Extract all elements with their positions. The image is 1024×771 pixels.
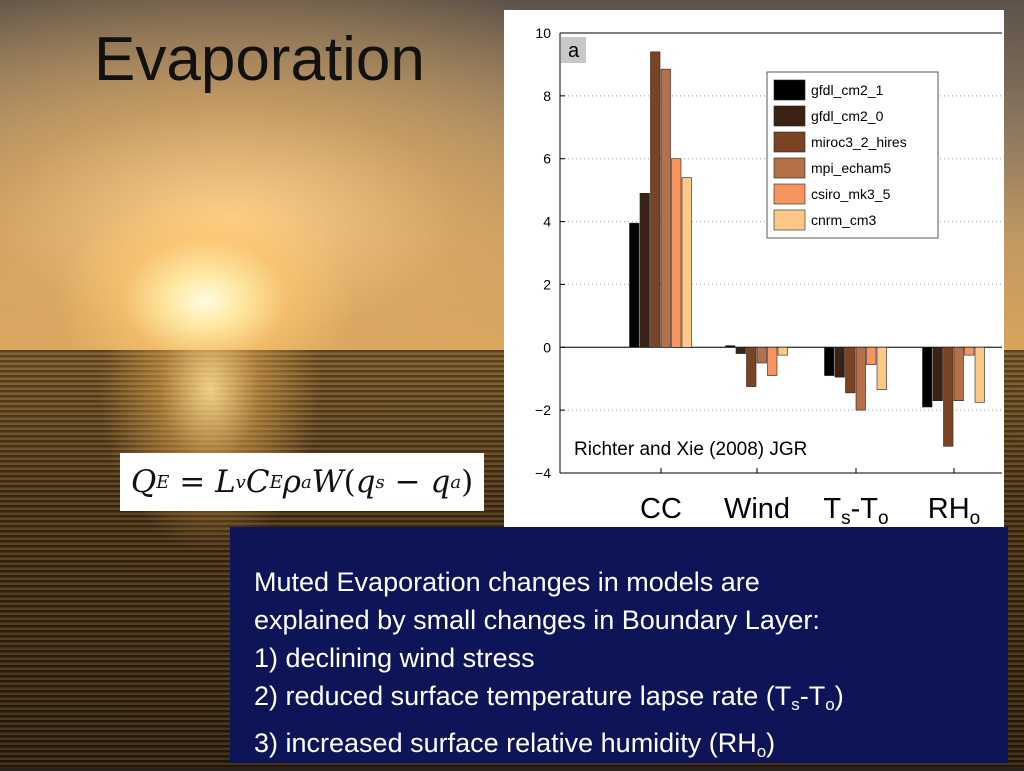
category-label-rho: RHo — [928, 493, 980, 530]
legend-swatch — [773, 157, 806, 179]
legend-label: cnrm_cm3 — [811, 212, 877, 228]
ts-to-sub-o: o — [878, 508, 889, 529]
y-tick-label: 4 — [543, 214, 551, 230]
eq-l: L — [215, 464, 236, 500]
bar-miroc3_2_hires — [746, 346, 757, 387]
legend-label: miroc3_2_hires — [811, 134, 907, 150]
bar-csiro_mk3_5 — [964, 346, 975, 356]
category-label-ts-to: Ts-To — [823, 493, 888, 530]
eq-qs: q — [355, 464, 376, 500]
bar-cnrm_cm3 — [876, 346, 887, 391]
bar-miroc3_2_hires — [650, 51, 661, 348]
line5-pre: 3) increased surface relative humidity (… — [254, 728, 757, 758]
chart-annotation: Richter and Xie (2008) JGR — [574, 439, 807, 460]
bar-gfdl_cm2_1 — [824, 346, 835, 376]
bar-gfdl_cm2_1 — [725, 345, 736, 348]
legend-label: gfdl_cm2_0 — [811, 108, 884, 124]
legend-swatch — [773, 79, 806, 101]
eq-w: W — [311, 464, 344, 500]
legend-swatch — [773, 209, 806, 231]
bar-gfdl_cm2_0 — [735, 346, 746, 354]
slide-title: Evaporation — [94, 25, 425, 94]
line4-post: ) — [834, 681, 844, 711]
y-tick-label: −2 — [535, 402, 551, 418]
bar-miroc3_2_hires — [845, 346, 856, 394]
eq-rho: ρ — [282, 464, 301, 500]
rho-rh: RH — [927, 493, 970, 525]
eq-q-sub: E — [156, 471, 170, 493]
summary-line-2: explained by small changes in Boundary L… — [254, 605, 820, 635]
eq-c: C — [245, 464, 270, 500]
line4-sub-o: o — [825, 695, 835, 714]
bar-cnrm_cm3 — [777, 346, 788, 356]
line5-post: ) — [766, 728, 776, 758]
summary-line-3: 1) declining wind stress — [254, 643, 535, 673]
y-tick-label: 0 — [543, 339, 551, 355]
bar-mpi_echam5 — [855, 346, 866, 411]
legend-label: gfdl_cm2_1 — [811, 82, 884, 98]
y-tick-label: 2 — [543, 276, 551, 292]
line5-sub-o: o — [756, 742, 767, 761]
y-tick-label: 10 — [535, 25, 551, 41]
line4-sub-s: s — [791, 695, 800, 714]
summary-line-5: 3) increased surface relative humidity (… — [254, 724, 984, 771]
bar-miroc3_2_hires — [943, 346, 954, 447]
summary-text-box: Muted Evaporation changes in models are … — [230, 527, 1008, 763]
bar-gfdl_cm2_0 — [932, 346, 943, 402]
y-tick-label: 8 — [543, 88, 551, 104]
bar-csiro_mk3_5 — [866, 346, 877, 365]
legend-swatch — [773, 183, 806, 205]
legend-swatch — [773, 131, 806, 153]
bar-chart-panel: −4 −2 0 2 4 6 8 10 a gfdl_cm2_1 gfdl_cm2_0 miroc3_2… — [504, 10, 1004, 530]
eq-c-sub: E — [269, 471, 283, 493]
panel-label: a — [568, 40, 580, 62]
bar-csiro_mk3_5 — [767, 346, 778, 376]
line4-pre: 2) reduced surface temperature lapse rat… — [254, 681, 792, 711]
legend-label: csiro_mk3_5 — [811, 186, 891, 202]
bar-mpi_echam5 — [953, 346, 964, 402]
y-tick-label: −4 — [535, 465, 551, 481]
bar-cnrm_cm3 — [681, 177, 692, 348]
summary-line-4: 2) reduced surface temperature lapse rat… — [254, 677, 984, 724]
legend-swatch — [773, 105, 806, 127]
legend-label: mpi_echam5 — [811, 160, 891, 176]
ts-to-t: T — [823, 493, 842, 525]
eq-qa-sub: a — [450, 471, 462, 493]
bar-csiro_mk3_5 — [671, 158, 682, 348]
bar-mpi_echam5 — [660, 68, 671, 348]
summary-line-1: Muted Evaporation changes in models are — [254, 567, 760, 597]
bar-gfdl_cm2_1 — [629, 222, 640, 348]
eq-rho-sub: a — [300, 471, 312, 493]
category-label-cc: CC — [640, 493, 682, 525]
rho-sub-o: o — [969, 508, 981, 529]
eq-qa: q — [430, 464, 451, 500]
panel-label-box — [561, 37, 586, 63]
category-label-wind: Wind — [723, 493, 791, 525]
ts-to-mid: -T — [850, 493, 879, 525]
bar-mpi_echam5 — [756, 346, 767, 364]
bar-cnrm_cm3 — [974, 346, 985, 403]
bar-gfdl_cm2_0 — [639, 192, 650, 348]
eq-q: Q — [130, 464, 157, 500]
y-tick-label: 6 — [543, 151, 551, 167]
bar-gfdl_cm2_0 — [834, 346, 845, 378]
ts-to-sub-s: s — [841, 508, 851, 529]
line4-mid: -T — [799, 681, 826, 711]
bar-chart: −4 −2 0 2 4 6 8 10 a gfdl_cm2_1 gfdl_cm2_0 miroc3_2… — [535, 25, 1002, 481]
eq-qs-sub: s — [375, 471, 385, 493]
bar-gfdl_cm2_1 — [922, 346, 933, 408]
eq-l-sub: v — [235, 471, 246, 493]
